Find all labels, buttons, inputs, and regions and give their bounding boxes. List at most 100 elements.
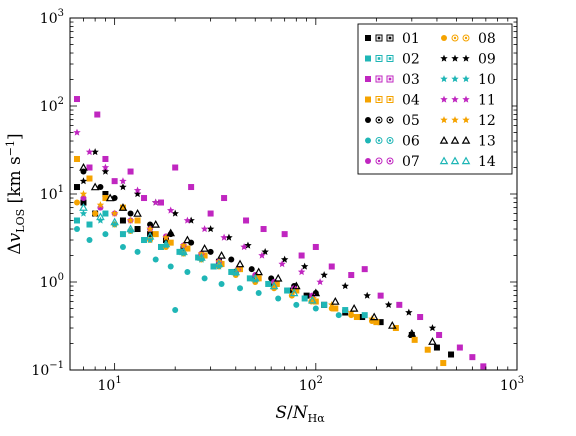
legend-marker xyxy=(441,35,447,41)
legend-marker xyxy=(450,156,460,165)
data-point-02 xyxy=(321,301,328,308)
data-point-09 xyxy=(280,255,289,263)
data-point-05 xyxy=(127,210,134,217)
data-point-03 xyxy=(377,292,384,299)
legend-marker-inner xyxy=(388,98,392,101)
data-point-14 xyxy=(197,252,206,261)
data-point-03 xyxy=(480,363,487,370)
data-point-04 xyxy=(373,319,380,326)
data-point-12 xyxy=(96,201,105,209)
legend-marker xyxy=(365,35,371,41)
data-point-02 xyxy=(301,295,308,302)
data-point-14 xyxy=(110,217,119,226)
legend-marker xyxy=(386,75,394,83)
data-point-14 xyxy=(214,259,224,268)
legend-label: 11 xyxy=(478,93,496,109)
legend-marker xyxy=(365,55,371,62)
data-point-06 xyxy=(184,268,191,275)
data-point-12 xyxy=(110,209,119,217)
data-point-14 xyxy=(231,267,241,276)
data-point-11 xyxy=(240,243,248,251)
legend-item-03: 03 xyxy=(365,72,420,88)
data-point-04 xyxy=(424,346,431,353)
data-point-09 xyxy=(133,190,142,198)
x-axis-label: S/NHα xyxy=(275,403,325,425)
legend-item-01: 01 xyxy=(365,31,420,47)
data-point-03 xyxy=(157,199,164,206)
legend-marker-inner xyxy=(388,159,392,163)
legend-marker xyxy=(462,54,470,62)
legend-label: 07 xyxy=(402,154,420,170)
data-point-06 xyxy=(293,301,300,308)
data-point-11 xyxy=(316,278,324,286)
data-point-13 xyxy=(105,193,115,202)
legend-label: 12 xyxy=(478,113,496,129)
data-point-03 xyxy=(86,164,93,171)
data-point-04 xyxy=(218,261,225,268)
legend-marker xyxy=(375,96,383,103)
legend-marker xyxy=(461,135,471,144)
legend-item-05: 05 xyxy=(365,113,420,129)
legend-marker xyxy=(365,158,371,164)
data-point-09 xyxy=(225,233,233,241)
data-point-02 xyxy=(246,275,253,282)
data-point-11 xyxy=(167,206,175,214)
data-point-09 xyxy=(206,225,215,233)
data-point-09 xyxy=(405,308,413,316)
data-point-03 xyxy=(469,354,476,361)
legend-box xyxy=(357,23,513,175)
data-point-09 xyxy=(428,324,437,332)
legend-label: 04 xyxy=(402,93,420,109)
legend-item-12: 12 xyxy=(440,113,496,129)
data-point-06 xyxy=(152,256,159,263)
legend-label: 10 xyxy=(478,72,496,88)
data-point-11 xyxy=(220,233,228,241)
data-point-01 xyxy=(119,217,126,224)
legend-marker xyxy=(440,116,448,124)
data-point-02 xyxy=(176,248,183,255)
legend-item-02: 02 xyxy=(365,52,420,68)
legend-marker xyxy=(439,135,449,144)
legend-item-06: 06 xyxy=(365,134,420,150)
data-point-03 xyxy=(396,301,403,308)
x-tick-label: 102 xyxy=(299,375,323,394)
data-point-10 xyxy=(79,209,88,217)
data-point-13 xyxy=(235,259,245,268)
legend-item-08: 08 xyxy=(441,31,496,47)
data-point-09 xyxy=(119,183,127,191)
data-point-14 xyxy=(269,281,279,290)
data-point-10 xyxy=(197,255,206,263)
legend-marker xyxy=(462,75,470,83)
legend-item-11: 11 xyxy=(440,93,496,109)
data-point-14 xyxy=(145,231,155,240)
legend: 01 02 03 04 05 06 07 08 09 10 11 12 13 14 xyxy=(357,23,513,175)
data-point-13 xyxy=(183,235,192,244)
legend-marker xyxy=(365,117,371,123)
data-point-01 xyxy=(73,184,80,191)
legend-label: 02 xyxy=(402,52,420,68)
data-point-13 xyxy=(90,182,100,191)
data-point-03 xyxy=(141,195,148,202)
legend-marker-inner xyxy=(388,139,392,142)
legend-marker xyxy=(440,54,448,62)
legend-marker xyxy=(375,137,383,144)
legend-marker xyxy=(375,34,383,42)
data-point-06 xyxy=(237,285,244,292)
data-point-03 xyxy=(312,243,319,250)
data-point-02 xyxy=(265,280,272,287)
legend-marker-inner xyxy=(388,57,392,60)
data-point-06 xyxy=(86,237,93,244)
data-point-04 xyxy=(167,239,174,246)
data-point-02 xyxy=(361,312,368,319)
legend-marker-inner xyxy=(388,36,392,40)
data-point-02 xyxy=(342,307,349,314)
legend-marker xyxy=(462,116,470,124)
data-point-11 xyxy=(297,268,306,276)
data-point-05 xyxy=(97,184,104,191)
data-point-02 xyxy=(195,254,202,261)
legend-marker xyxy=(386,157,394,165)
data-point-12 xyxy=(234,265,242,273)
data-point-13 xyxy=(291,281,301,290)
data-point-05 xyxy=(248,266,255,273)
data-point-11 xyxy=(133,186,142,194)
